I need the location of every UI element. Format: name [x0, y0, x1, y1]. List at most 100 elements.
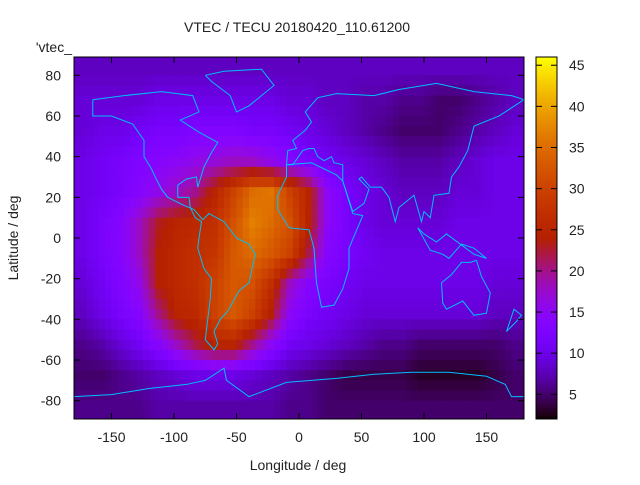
heatmap-cell — [99, 156, 106, 168]
heatmap-cell — [442, 278, 450, 290]
heatmap-cell — [455, 146, 462, 158]
heatmap-cell — [92, 75, 100, 86]
heatmap-cell — [124, 309, 131, 320]
heatmap-cell — [374, 126, 381, 137]
heatmap-cell — [430, 136, 437, 147]
heatmap-cell — [255, 339, 262, 351]
heatmap-cell — [236, 319, 244, 331]
heatmap-cell — [111, 329, 119, 341]
colorbar-segment — [536, 231, 557, 236]
heatmap-cell — [392, 319, 400, 331]
heatmap-cell — [461, 370, 469, 381]
heatmap-cell — [167, 166, 175, 178]
heatmap-cell — [186, 57, 194, 66]
heatmap-cell — [311, 370, 319, 381]
heatmap-cell — [142, 65, 150, 76]
heatmap-cell — [355, 360, 362, 371]
heatmap-cell — [361, 238, 369, 249]
heatmap-cell — [336, 156, 344, 168]
heatmap-cell — [180, 227, 187, 239]
heatmap-cell — [261, 319, 269, 331]
heatmap-cell — [480, 248, 487, 259]
heatmap-cell — [349, 349, 356, 361]
heatmap-cell — [167, 339, 175, 351]
heatmap-cell — [417, 176, 425, 188]
heatmap-cell — [255, 370, 262, 381]
heatmap-cell — [367, 390, 375, 402]
heatmap-cell — [130, 288, 137, 300]
heatmap-cell — [492, 339, 500, 351]
heatmap-cell — [286, 288, 294, 300]
heatmap-cell — [124, 278, 131, 290]
heatmap-cell — [205, 57, 212, 66]
heatmap-cell — [317, 410, 325, 419]
heatmap-cell — [149, 268, 156, 280]
heatmap-cell — [224, 299, 231, 310]
heatmap-cell — [117, 278, 125, 290]
heatmap-cell — [199, 156, 206, 168]
heatmap-cell — [217, 176, 225, 188]
heatmap-cell — [424, 115, 431, 127]
heatmap-cell — [230, 288, 237, 300]
heatmap-cell — [355, 197, 362, 208]
colorbar-tick-label: 40 — [569, 98, 585, 114]
heatmap-cell — [167, 410, 175, 419]
heatmap-cell — [324, 115, 331, 127]
heatmap-cell — [280, 126, 287, 137]
heatmap-cell — [305, 75, 312, 86]
heatmap-cell — [167, 95, 175, 107]
heatmap-cell — [336, 370, 344, 381]
heatmap-cell — [299, 380, 306, 392]
heatmap-cell — [455, 105, 462, 117]
heatmap-cell — [342, 166, 350, 178]
heatmap-cell — [380, 126, 387, 137]
heatmap-cell — [342, 146, 350, 158]
heatmap-cell — [299, 360, 306, 371]
heatmap-cell — [417, 349, 425, 361]
heatmap-cell — [430, 278, 437, 290]
heatmap-cell — [236, 176, 244, 188]
heatmap-cell — [324, 65, 331, 76]
heatmap-cell — [380, 329, 387, 341]
heatmap-cell — [449, 288, 456, 300]
heatmap-cell — [342, 115, 350, 127]
colorbar-segment — [536, 286, 557, 290]
heatmap-cell — [442, 370, 450, 381]
heatmap-cell — [411, 65, 419, 76]
heatmap-cell — [230, 57, 237, 66]
heatmap-cell — [211, 370, 219, 381]
heatmap-cell — [349, 278, 356, 290]
heatmap-cell — [142, 248, 150, 259]
heatmap-cell — [174, 329, 181, 341]
heatmap-cell — [217, 85, 225, 97]
heatmap-cell — [392, 126, 400, 137]
heatmap-cell — [161, 105, 169, 117]
heatmap-cell — [280, 146, 287, 158]
heatmap-cell — [405, 227, 412, 239]
heatmap-cell — [230, 360, 237, 371]
heatmap-cell — [211, 380, 219, 392]
heatmap-cell — [436, 349, 444, 361]
heatmap-cell — [186, 105, 194, 117]
heatmap-cell — [405, 95, 412, 107]
heatmap-cell — [149, 95, 156, 107]
heatmap-cell — [474, 65, 481, 76]
heatmap-cell — [392, 380, 400, 392]
heatmap-cell — [267, 166, 275, 178]
heatmap-cell — [317, 197, 325, 208]
heatmap-cell — [142, 197, 150, 208]
heatmap-cell — [267, 349, 275, 361]
heatmap-cell — [280, 329, 287, 341]
colorbar-segment — [536, 108, 557, 112]
heatmap-cell — [267, 309, 275, 320]
heatmap-cell — [186, 126, 194, 137]
heatmap-cell — [430, 57, 437, 66]
heatmap-cell — [467, 339, 475, 351]
heatmap-cell — [430, 126, 437, 137]
heatmap-cell — [224, 410, 231, 419]
heatmap-cell — [480, 105, 487, 117]
heatmap-cell — [367, 380, 375, 392]
colorbar-segment — [536, 222, 557, 227]
colorbar-segment — [536, 60, 557, 64]
heatmap-cell — [186, 85, 194, 97]
